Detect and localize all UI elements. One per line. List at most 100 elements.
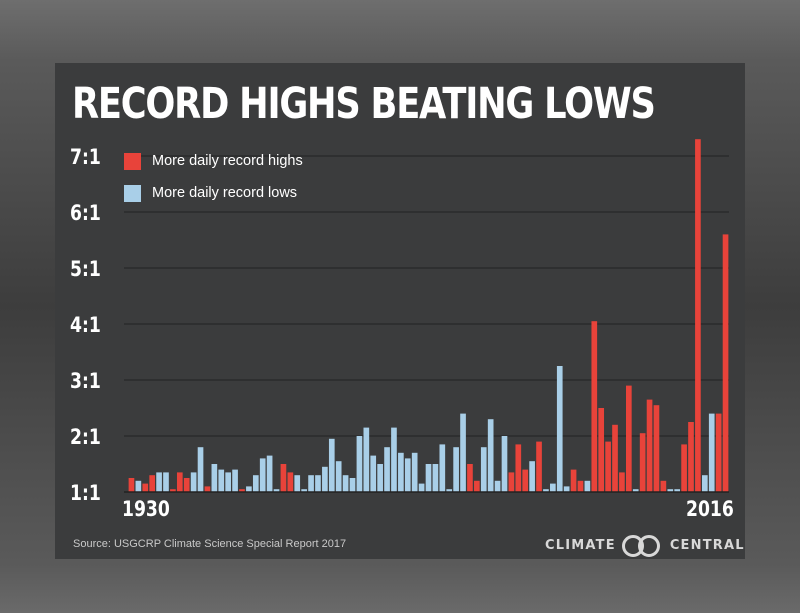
bar-1980-highs — [474, 480, 480, 492]
y-tick-label: 5:1 — [70, 256, 101, 281]
bar-1937-highs — [176, 472, 183, 492]
bar-1947-lows — [246, 486, 252, 492]
bar-1940-lows — [197, 447, 204, 492]
bar-1942-lows — [211, 464, 218, 492]
bar-1978-lows — [460, 413, 466, 492]
bar-1959-lows — [328, 438, 335, 492]
bar-1971-lows — [411, 452, 418, 492]
bar-1930-highs — [128, 478, 135, 492]
bar-1994-highs — [570, 469, 577, 492]
bar-1933-highs — [149, 475, 156, 492]
bar-1967-lows — [384, 447, 390, 492]
bar-1982-lows — [487, 419, 494, 492]
bar-1935-lows — [163, 472, 169, 492]
bar-1958-lows — [322, 466, 328, 492]
bar-1954-lows — [294, 475, 301, 492]
bar-1987-highs — [522, 469, 529, 492]
bar-2000-highs — [612, 424, 618, 492]
bar-1949-lows — [259, 458, 266, 492]
bar-1948-lows — [252, 475, 259, 492]
bar-1988-lows — [529, 461, 535, 492]
bar-2008-lows — [667, 489, 674, 492]
bar-1968-lows — [391, 427, 397, 492]
bar-1964-lows — [363, 427, 370, 492]
bar-2006-highs — [653, 405, 660, 492]
legend-item-highs: More daily record highs — [124, 152, 303, 170]
bar-2002-highs — [626, 385, 632, 492]
y-tick-label: 4:1 — [70, 312, 101, 337]
bar-1999-highs — [605, 441, 611, 492]
bar-1993-lows — [563, 486, 570, 492]
bar-1991-lows — [550, 483, 556, 492]
bar-1995-highs — [577, 480, 584, 492]
bar-1963-lows — [356, 436, 363, 492]
legend-swatch-lows — [124, 184, 141, 202]
brand-left-text: CLIMATE — [545, 537, 616, 553]
bar-1956-lows — [308, 475, 314, 492]
climate-central-rings-icon — [621, 535, 664, 557]
bar-1983-lows — [494, 480, 501, 492]
bar-1960-lows — [335, 461, 342, 492]
y-tick-label: 3:1 — [70, 368, 101, 393]
bar-2015-highs — [715, 413, 722, 492]
bar-1973-lows — [425, 464, 432, 492]
bar-2009-lows — [674, 489, 681, 492]
bar-2005-highs — [646, 399, 653, 492]
bar-1985-highs — [508, 472, 515, 492]
bar-1943-lows — [218, 469, 225, 492]
bar-1989-highs — [536, 441, 542, 492]
bar-1946-highs — [239, 489, 245, 492]
bar-1972-lows — [418, 483, 425, 492]
bar-1931-lows — [135, 480, 142, 492]
source-note: Source: USGCRP Climate Science Special R… — [73, 538, 347, 550]
bar-1953-highs — [287, 472, 294, 492]
bar-1986-highs — [515, 444, 522, 492]
bar-1944-lows — [225, 472, 231, 492]
bar-1951-lows — [273, 489, 280, 492]
bar-1950-lows — [266, 455, 273, 492]
legend-label-highs: More daily record highs — [152, 153, 303, 169]
bar-1957-lows — [315, 475, 321, 492]
bar-1961-lows — [342, 475, 349, 492]
bar-1938-highs — [183, 478, 190, 492]
bar-1966-lows — [377, 464, 383, 492]
chart-title: RECORD HIGHS BEATING LOWS — [72, 79, 656, 129]
bar-1934-lows — [156, 472, 162, 492]
bar-1976-lows — [446, 489, 453, 492]
bar-1965-lows — [370, 455, 377, 492]
x-end-label: 2016 — [686, 496, 734, 521]
legend-label-lows: More daily record lows — [152, 185, 298, 201]
bar-1952-highs — [280, 464, 287, 492]
x-start-label: 1930 — [122, 496, 170, 521]
bar-1996-lows — [584, 480, 591, 492]
legend: More daily record highs More daily recor… — [124, 152, 303, 216]
bar-1977-lows — [453, 447, 459, 492]
bar-1997-highs — [591, 321, 598, 492]
legend-item-lows: More daily record lows — [124, 184, 303, 202]
bar-1939-lows — [190, 472, 197, 492]
bar-1992-lows — [556, 366, 563, 492]
bar-1936-highs — [170, 489, 176, 492]
bar-1962-lows — [349, 478, 356, 492]
bar-1969-lows — [398, 452, 404, 492]
bar-1984-lows — [501, 436, 508, 492]
bar-2001-highs — [619, 472, 625, 492]
bar-1979-highs — [467, 464, 473, 492]
bar-1975-lows — [439, 444, 446, 492]
bar-1955-lows — [301, 489, 307, 492]
bar-2004-highs — [639, 433, 646, 492]
bar-1998-highs — [598, 408, 605, 492]
legend-swatch-highs — [124, 152, 141, 170]
bar-2013-lows — [701, 475, 708, 492]
bar-1974-lows — [432, 464, 439, 492]
bar-2003-lows — [632, 489, 639, 492]
bar-2016-highs — [722, 234, 729, 492]
y-tick-label: 2:1 — [70, 424, 101, 449]
y-tick-label: 7:1 — [70, 144, 101, 169]
bar-2014-lows — [708, 413, 715, 492]
bar-1945-lows — [232, 469, 238, 492]
bar-2007-highs — [660, 480, 667, 492]
bar-1941-highs — [204, 486, 211, 492]
